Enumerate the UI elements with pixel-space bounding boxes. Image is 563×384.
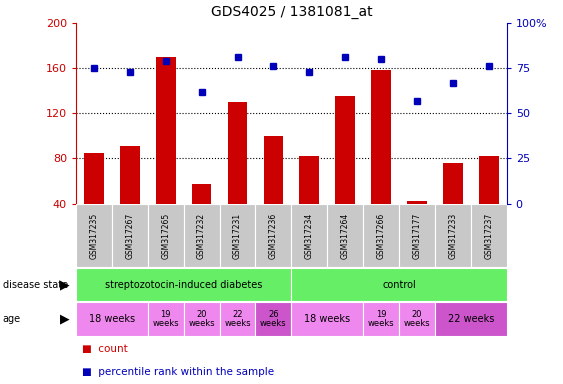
Bar (336, 96, 355, 204)
Bar (407, 201, 427, 204)
Bar (256, 204, 292, 267)
Bar (371, 70, 391, 204)
Bar (479, 156, 499, 204)
Text: GSM317232: GSM317232 (197, 212, 206, 259)
Text: GSM317237: GSM317237 (484, 212, 493, 259)
Text: GSM317233: GSM317233 (448, 212, 457, 259)
Bar (148, 302, 184, 336)
Bar (76, 268, 292, 301)
Bar (112, 204, 148, 267)
Bar (156, 57, 176, 204)
Bar (292, 268, 507, 301)
Title: GDS4025 / 1381081_at: GDS4025 / 1381081_at (211, 5, 372, 19)
Bar (256, 302, 292, 336)
Text: 18 weeks: 18 weeks (304, 314, 350, 324)
Bar (292, 302, 363, 336)
Bar (363, 204, 399, 267)
Text: 20
weeks: 20 weeks (404, 310, 430, 328)
Bar (227, 102, 247, 204)
Text: GSM317267: GSM317267 (126, 212, 135, 259)
Text: 22
weeks: 22 weeks (224, 310, 251, 328)
Bar (120, 146, 140, 204)
Text: 19
weeks: 19 weeks (153, 310, 179, 328)
Text: 20
weeks: 20 weeks (188, 310, 215, 328)
Text: GSM317234: GSM317234 (305, 212, 314, 259)
Bar (300, 156, 319, 204)
Bar (263, 136, 283, 204)
Text: ▶: ▶ (60, 278, 70, 291)
Text: 26
weeks: 26 weeks (260, 310, 287, 328)
Text: GSM317265: GSM317265 (161, 212, 170, 259)
Bar (363, 302, 399, 336)
Text: 19
weeks: 19 weeks (368, 310, 395, 328)
Bar (192, 184, 212, 204)
Text: GSM317177: GSM317177 (413, 212, 422, 259)
Text: GSM317264: GSM317264 (341, 212, 350, 259)
Bar (84, 153, 104, 204)
Text: streptozotocin-induced diabetes: streptozotocin-induced diabetes (105, 280, 262, 290)
Text: GSM317266: GSM317266 (377, 212, 386, 259)
Bar (292, 204, 327, 267)
Bar (327, 204, 363, 267)
Bar (399, 302, 435, 336)
Text: 22 weeks: 22 weeks (448, 314, 494, 324)
Bar (399, 204, 435, 267)
Bar (76, 302, 148, 336)
Text: GSM317231: GSM317231 (233, 212, 242, 259)
Bar (184, 204, 220, 267)
Text: GSM317235: GSM317235 (90, 212, 99, 259)
Bar (220, 302, 256, 336)
Bar (443, 163, 463, 204)
Bar (76, 204, 112, 267)
Text: disease state: disease state (3, 280, 68, 290)
Bar (184, 302, 220, 336)
Text: ■  percentile rank within the sample: ■ percentile rank within the sample (82, 367, 274, 377)
Text: 18 weeks: 18 weeks (89, 314, 135, 324)
Text: control: control (382, 280, 416, 290)
Text: ■  count: ■ count (82, 344, 127, 354)
Bar (435, 302, 507, 336)
Text: ▶: ▶ (60, 313, 70, 326)
Bar (148, 204, 184, 267)
Bar (435, 204, 471, 267)
Text: age: age (3, 314, 21, 324)
Bar (220, 204, 256, 267)
Text: GSM317236: GSM317236 (269, 212, 278, 259)
Bar (471, 204, 507, 267)
